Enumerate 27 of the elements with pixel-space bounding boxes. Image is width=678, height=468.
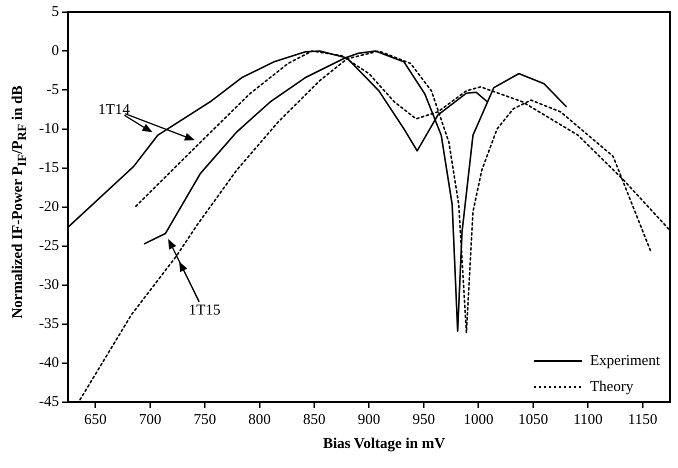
x-tick-label: 1050 — [518, 412, 548, 428]
y-tick-label: -45 — [38, 394, 59, 410]
y-tick-label: -5 — [46, 82, 59, 98]
x-tick-label: 1150 — [628, 412, 658, 428]
annotation: 1T15 — [188, 302, 220, 319]
y-tick-label: -15 — [38, 160, 59, 176]
x-tick-label: 750 — [194, 412, 216, 428]
legend-label: Experiment — [590, 352, 661, 369]
y-tick-label: -35 — [38, 316, 59, 332]
y-tick-label: -10 — [38, 120, 59, 137]
y-tick-label: -40 — [38, 354, 59, 371]
x-tick-label: 800 — [248, 412, 271, 428]
x-tick-label: 1000 — [463, 412, 494, 428]
y-tick-label: -30 — [38, 276, 59, 293]
legend-label: Theory — [590, 378, 634, 395]
x-tick-label: 700 — [138, 412, 162, 428]
y-tick-label: 5 — [51, 4, 59, 20]
x-tick-label: 850 — [303, 412, 326, 428]
y-tick-label: -20 — [38, 198, 59, 215]
x-tick-label: 1100 — [573, 412, 603, 428]
x-tick-label: 900 — [358, 412, 380, 428]
y-tick-label: -25 — [38, 238, 59, 254]
x-tick-label: 650 — [84, 412, 107, 428]
annotation: 1T14 — [98, 102, 130, 118]
x-axis-title: Bias Voltage in mV — [322, 436, 446, 452]
x-tick-label: 950 — [412, 412, 435, 428]
y-tick-label: 0 — [51, 42, 59, 59]
